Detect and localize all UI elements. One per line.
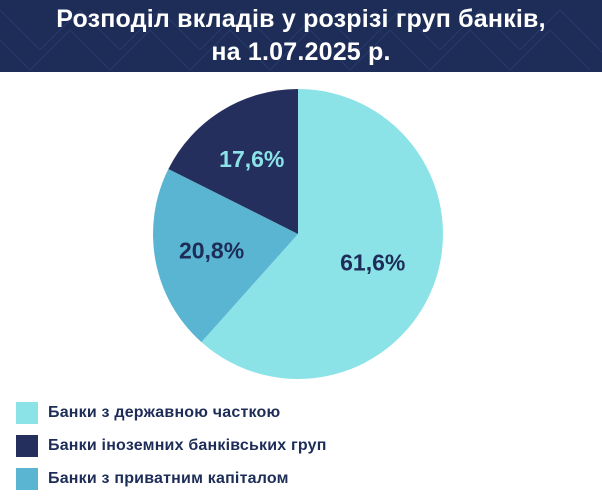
legend-label-state-banks: Банки з державною часткою (48, 403, 281, 421)
chart-title: Розподіл вкладів у розрізі груп банків, … (0, 3, 602, 69)
legend-label-private-banks: Банки з приватним капіталом (48, 469, 289, 487)
pie-chart: 61,6% 20,8% 17,6% (153, 89, 444, 380)
legend: Банки з державною часткою Банки іноземни… (16, 398, 327, 497)
legend-item-foreign-banks: Банки іноземних банківських груп (16, 431, 327, 460)
pie-slice-foreign-banks-label: 17,6% (219, 146, 284, 172)
banner-pattern (0, 9, 602, 71)
legend-swatch-private-banks (16, 467, 38, 490)
title-banner: Розподіл вкладів у розрізі груп банків, … (0, 0, 602, 72)
chart-title-line-2: на 1.07.2025 р. (211, 38, 391, 66)
pie-slices (153, 89, 444, 380)
pie-labels: 61,6% 20,8% 17,6% (179, 146, 405, 275)
pie-slice-state-banks-label: 61,6% (340, 250, 405, 276)
legend-swatch-foreign-banks (16, 434, 38, 457)
pie-slice-private-banks-label: 20,8% (179, 237, 244, 263)
legend-label-foreign-banks: Банки іноземних банківських груп (48, 436, 327, 454)
legend-swatch-state-banks (16, 401, 38, 424)
pie-slice-private-banks (153, 168, 298, 343)
legend-item-private-banks: Банки з приватним капіталом (16, 464, 327, 493)
chart-title-line-1: Розподіл вкладів у розрізі груп банків, (56, 5, 546, 33)
pie-slice-state-banks (201, 89, 444, 380)
legend-item-state-banks: Банки з державною часткою (16, 398, 327, 427)
pie-slice-foreign-banks (168, 89, 298, 234)
